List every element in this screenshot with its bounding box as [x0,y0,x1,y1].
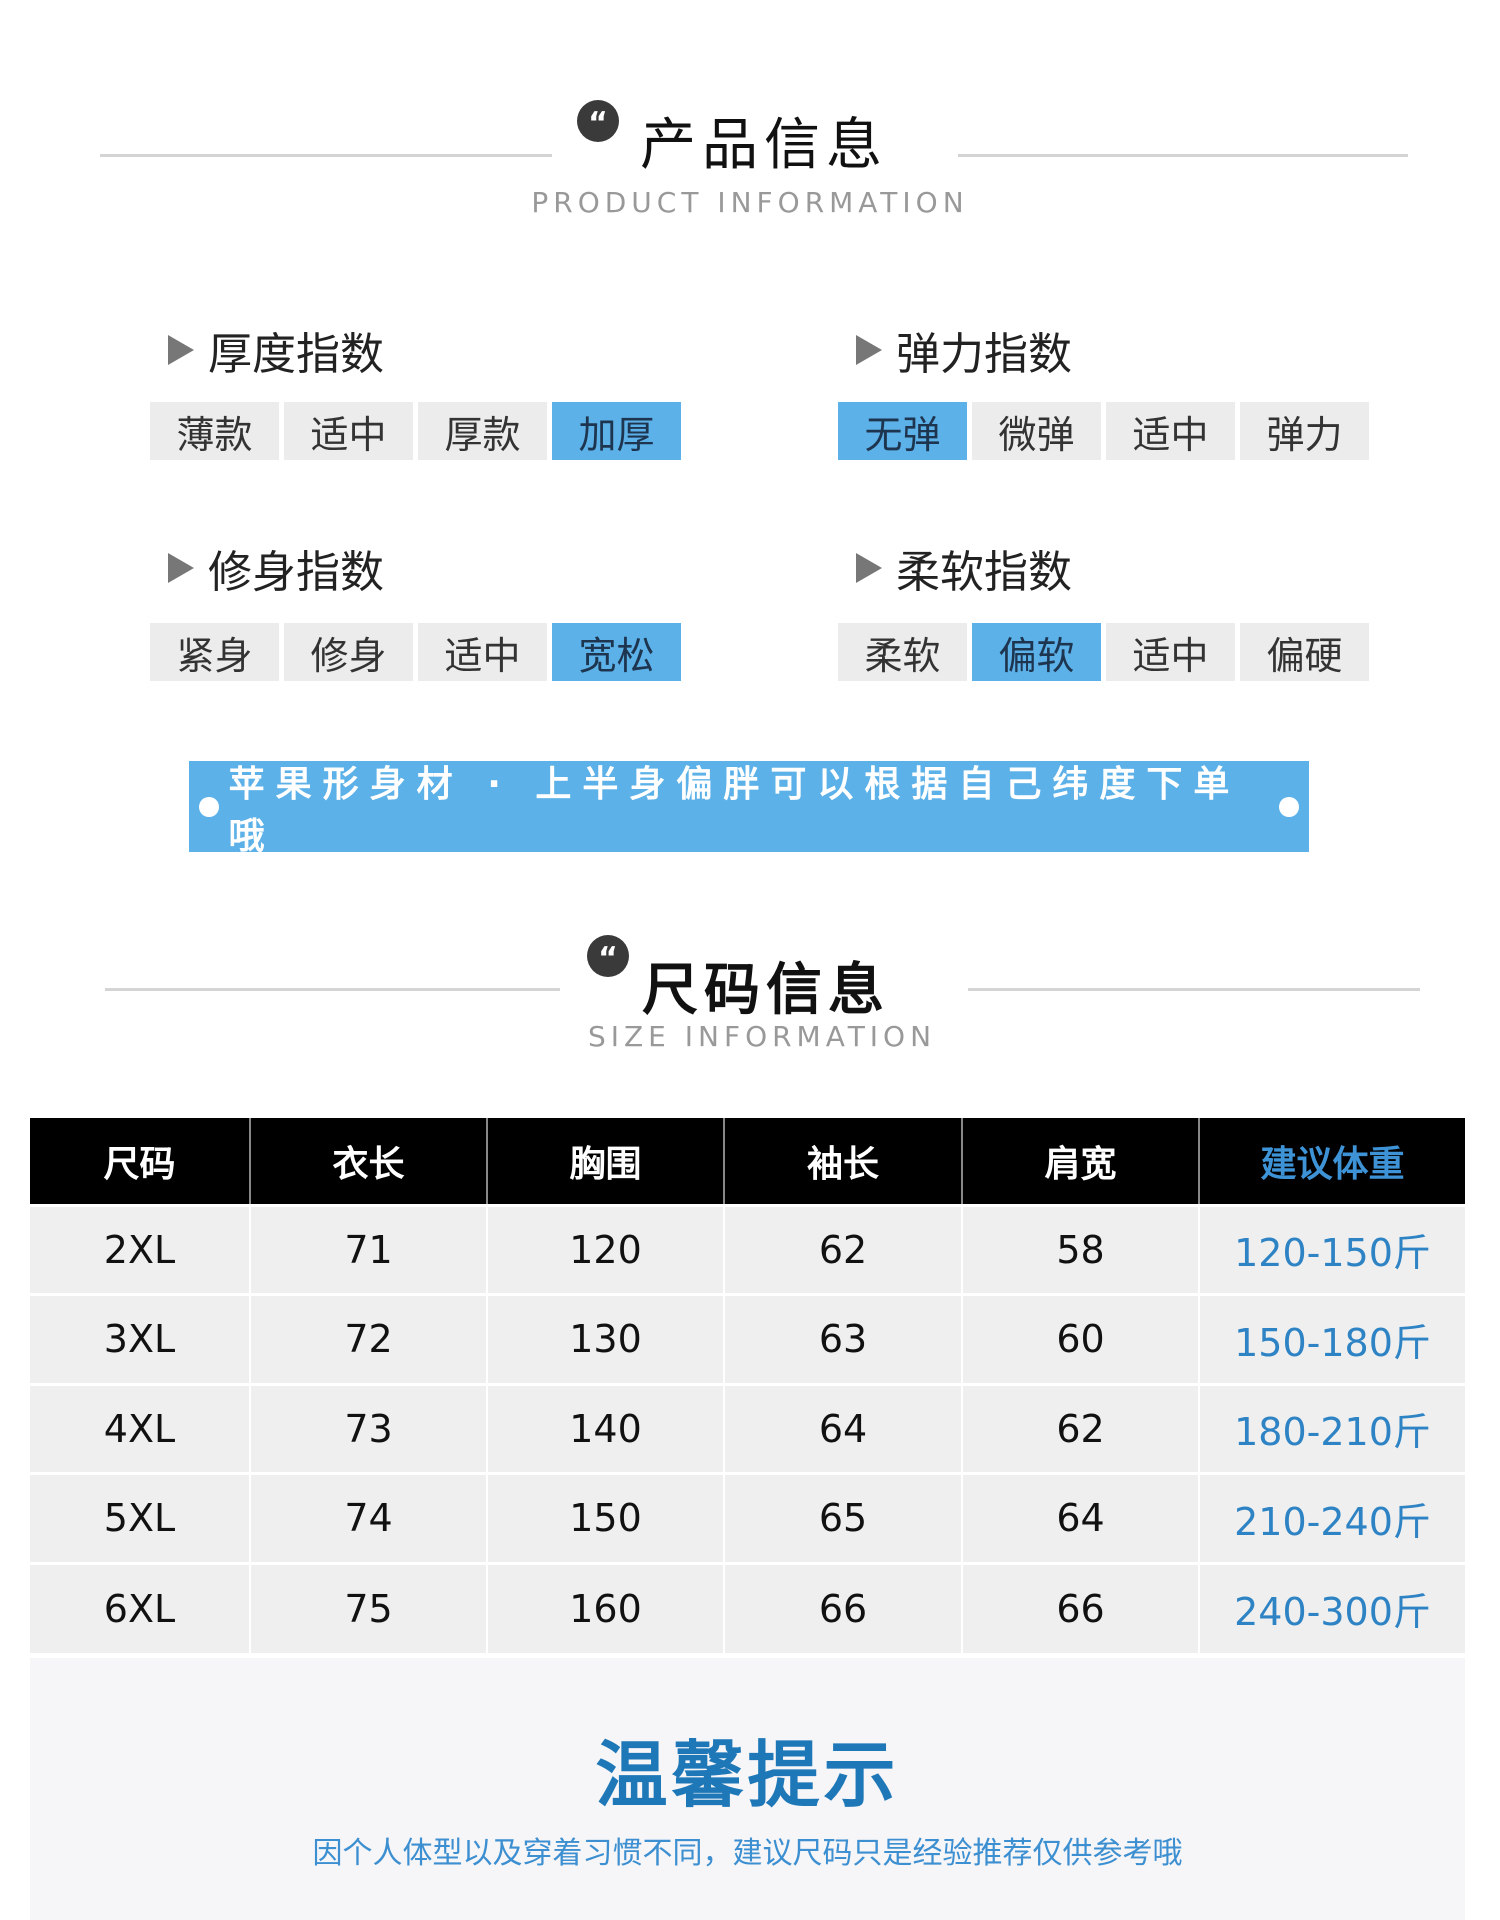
tip-text: 因个人体型以及穿着习惯不同，建议尺码只是经验推荐仅供参考哦 [312,1836,1183,1871]
table-cell: 150-180斤 [1199,1293,1465,1384]
section-subtitle: PRODUCT INFORMATION [531,186,969,219]
quote-icon: “ [577,100,619,142]
index-option: 弹力 [1240,402,1369,460]
table-cell: 2XL [30,1203,251,1295]
table-cell: 64 [724,1382,963,1474]
index-option: 微弹 [972,402,1101,460]
table-cell: 71 [250,1203,488,1295]
table-row: 2XL 71 120 62 58 120-150斤 [30,1203,1465,1295]
column-header: 肩宽 [962,1118,1200,1205]
index-option: 适中 [284,402,413,460]
column-header: 胸围 [487,1118,725,1205]
table-cell: 74 [250,1472,488,1563]
triangle-right-icon [168,335,194,365]
section-title: 尺码信息 [642,958,890,1023]
quote-icon: “ [587,935,629,977]
table-cell: 73 [250,1382,488,1474]
triangle-right-icon [856,553,882,583]
table-cell: 64 [962,1472,1200,1563]
table-cell: 62 [962,1382,1200,1474]
table-cell: 6XL [30,1561,251,1653]
table-cell: 210-240斤 [1199,1472,1465,1563]
divider [958,154,1408,157]
section-title: 产品信息 [640,113,888,178]
index-option: 柔软 [838,623,967,681]
table-cell: 180-210斤 [1199,1382,1465,1474]
column-header: 袖长 [724,1118,963,1205]
index-label: 修身指数 [168,536,384,600]
table-cell: 60 [962,1293,1200,1384]
section-subtitle: SIZE INFORMATION [587,1020,937,1053]
index-option: 薄款 [150,402,279,460]
table-cell: 160 [487,1561,725,1653]
index-label: 柔软指数 [856,536,1072,600]
table-cell: 150 [487,1472,725,1563]
index-option-selected: 宽松 [552,623,681,681]
table-cell: 72 [250,1293,488,1384]
table-cell: 5XL [30,1472,251,1563]
index-label: 弹力指数 [856,318,1072,382]
triangle-right-icon [856,335,882,365]
table-cell: 62 [724,1203,963,1295]
index-option-selected: 无弹 [838,402,967,460]
divider [105,988,560,991]
table-cell: 65 [724,1472,963,1563]
index-label-text: 弹力指数 [896,329,1072,380]
index-option: 厚款 [418,402,547,460]
index-options: 无弹 微弹 适中 弹力 [838,402,1369,460]
index-option-selected: 偏软 [972,623,1101,681]
bullet-dot [199,796,219,817]
column-header: 尺码 [30,1118,251,1205]
column-header: 衣长 [250,1118,488,1205]
table-cell: 240-300斤 [1199,1561,1465,1653]
index-options: 柔软 偏软 适中 偏硬 [838,623,1369,681]
table-cell: 4XL [30,1382,251,1474]
index-label: 厚度指数 [168,318,384,382]
table-cell: 130 [487,1293,725,1384]
table-row: 3XL 72 130 63 60 150-180斤 [30,1293,1465,1384]
table-cell: 66 [724,1561,963,1653]
table-cell: 63 [724,1293,963,1384]
column-header: 建议体重 [1199,1118,1465,1205]
table-cell: 58 [962,1203,1200,1295]
table-cell: 120 [487,1203,725,1295]
body-type-banner: 苹果形身材 · 上半身偏胖可以根据自己纬度下单哦 [189,761,1309,857]
divider [100,154,552,157]
size-table: 尺码 衣长 胸围 袖长 肩宽 建议体重 2XL 71 120 62 58 120-150斤 3XL 72… [30,1118,1465,1653]
index-option: 偏硬 [1240,623,1369,681]
table-row: 4XL 73 140 64 62 180-210斤 [30,1382,1465,1474]
index-options: 薄款 适中 厚款 加厚 [150,402,681,460]
tip-panel: 温馨提示 因个人体型以及穿着习惯不同，建议尺码只是经验推荐仅供参考哦 [30,1658,1465,1920]
table-cell: 66 [962,1561,1200,1653]
bullet-dot [1279,796,1299,817]
table-cell: 140 [487,1382,725,1474]
table-cell: 3XL [30,1293,251,1384]
index-label-text: 厚度指数 [208,329,384,380]
table-row: 5XL 74 150 65 64 210-240斤 [30,1472,1465,1563]
index-label-text: 修身指数 [208,547,384,598]
tip-title: 温馨提示 [595,1733,900,1817]
index-option: 紧身 [150,623,279,681]
index-option-selected: 加厚 [552,402,681,460]
table-row: 6XL 75 160 66 66 240-300斤 [30,1561,1465,1653]
index-label-text: 柔软指数 [896,547,1072,598]
index-option: 适中 [418,623,547,681]
banner-text: 苹果形身材 · 上半身偏胖可以根据自己纬度下单哦 [228,763,1241,857]
index-options: 紧身 修身 适中 宽松 [150,623,681,681]
triangle-right-icon [168,553,194,583]
index-option: 适中 [1106,402,1235,460]
index-option: 修身 [284,623,413,681]
index-option: 适中 [1106,623,1235,681]
table-cell: 120-150斤 [1199,1203,1465,1295]
divider [968,988,1420,991]
table-cell: 75 [250,1561,488,1653]
